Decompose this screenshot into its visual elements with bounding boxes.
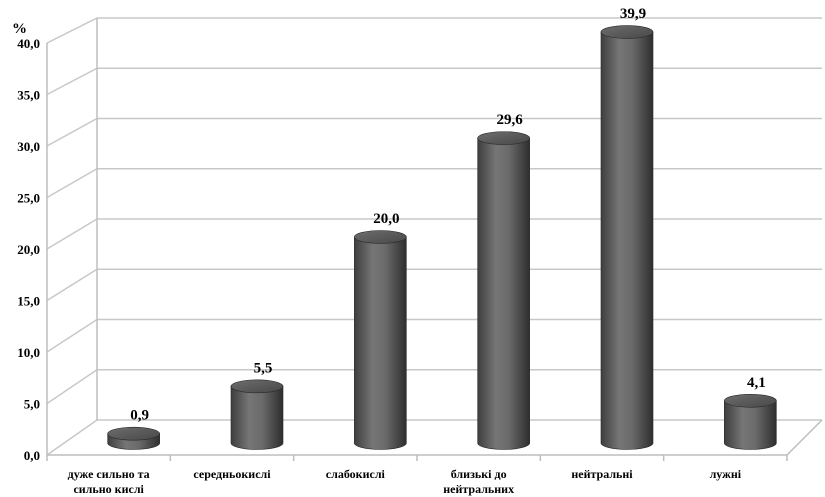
bar-body bbox=[600, 31, 654, 450]
bar bbox=[600, 25, 654, 450]
y-tick-label: 5,0 bbox=[24, 397, 40, 412]
y-tick-label: 0,0 bbox=[24, 448, 40, 463]
y-tick-label: 10,0 bbox=[17, 345, 40, 360]
x-tick-label: нейтральних bbox=[443, 482, 514, 496]
y-tick-label: 20,0 bbox=[17, 242, 40, 257]
data-label: 29,6 bbox=[497, 112, 524, 128]
x-tick-label: сильно кислі bbox=[73, 482, 144, 496]
y-tick-label: 15,0 bbox=[17, 294, 40, 309]
gridline bbox=[46, 318, 822, 353]
gridline bbox=[46, 117, 822, 147]
floor-edge bbox=[786, 419, 823, 456]
gridline bbox=[46, 17, 822, 44]
y-tick-label: 35,0 bbox=[17, 88, 40, 103]
bar-top bbox=[107, 426, 160, 441]
data-label: 0,9 bbox=[130, 408, 149, 424]
gridline bbox=[46, 369, 822, 405]
data-label: 5,5 bbox=[254, 360, 273, 376]
y-tick-label: 25,0 bbox=[17, 191, 40, 206]
gridline bbox=[46, 218, 822, 250]
bar-top bbox=[354, 230, 407, 244]
bar bbox=[230, 379, 284, 450]
bar-top bbox=[477, 131, 530, 145]
gridline bbox=[46, 419, 822, 456]
x-tick-label: дуже сильно та bbox=[68, 467, 150, 481]
bar-body bbox=[230, 386, 284, 450]
bar bbox=[354, 230, 407, 450]
bar bbox=[724, 393, 777, 450]
x-tick-label: середньокислі bbox=[193, 467, 271, 481]
y-tick-label: 30,0 bbox=[17, 139, 40, 154]
gridline bbox=[46, 67, 822, 96]
bar-body bbox=[724, 400, 777, 450]
bar-top bbox=[724, 393, 777, 408]
y-tick-label: 40,0 bbox=[17, 36, 40, 51]
x-tick-label: слабокислі bbox=[326, 467, 386, 481]
x-tick-label: близькі до bbox=[451, 467, 507, 481]
bars bbox=[107, 25, 777, 450]
gridline bbox=[46, 168, 822, 199]
bar-top bbox=[600, 25, 654, 39]
x-tick-label: нейтральні bbox=[571, 467, 633, 481]
axes bbox=[46, 18, 823, 461]
bar-body bbox=[354, 236, 407, 450]
bar-body bbox=[477, 137, 530, 450]
data-label: 4,1 bbox=[747, 375, 766, 391]
y-unit-label: % bbox=[12, 21, 27, 37]
gridline bbox=[46, 268, 822, 302]
gridlines bbox=[46, 17, 822, 456]
bar-top bbox=[230, 379, 284, 394]
x-tick-label: лужні bbox=[710, 467, 742, 481]
data-label: 20,0 bbox=[373, 211, 399, 227]
bar bbox=[107, 426, 160, 450]
labels: 0,0 5,0 10,0 15,0 20,0 25,0 30,0 35,0 40,0 0,9 дуж… bbox=[17, 6, 765, 496]
data-label: 39,9 bbox=[620, 6, 646, 22]
bar bbox=[477, 131, 530, 450]
